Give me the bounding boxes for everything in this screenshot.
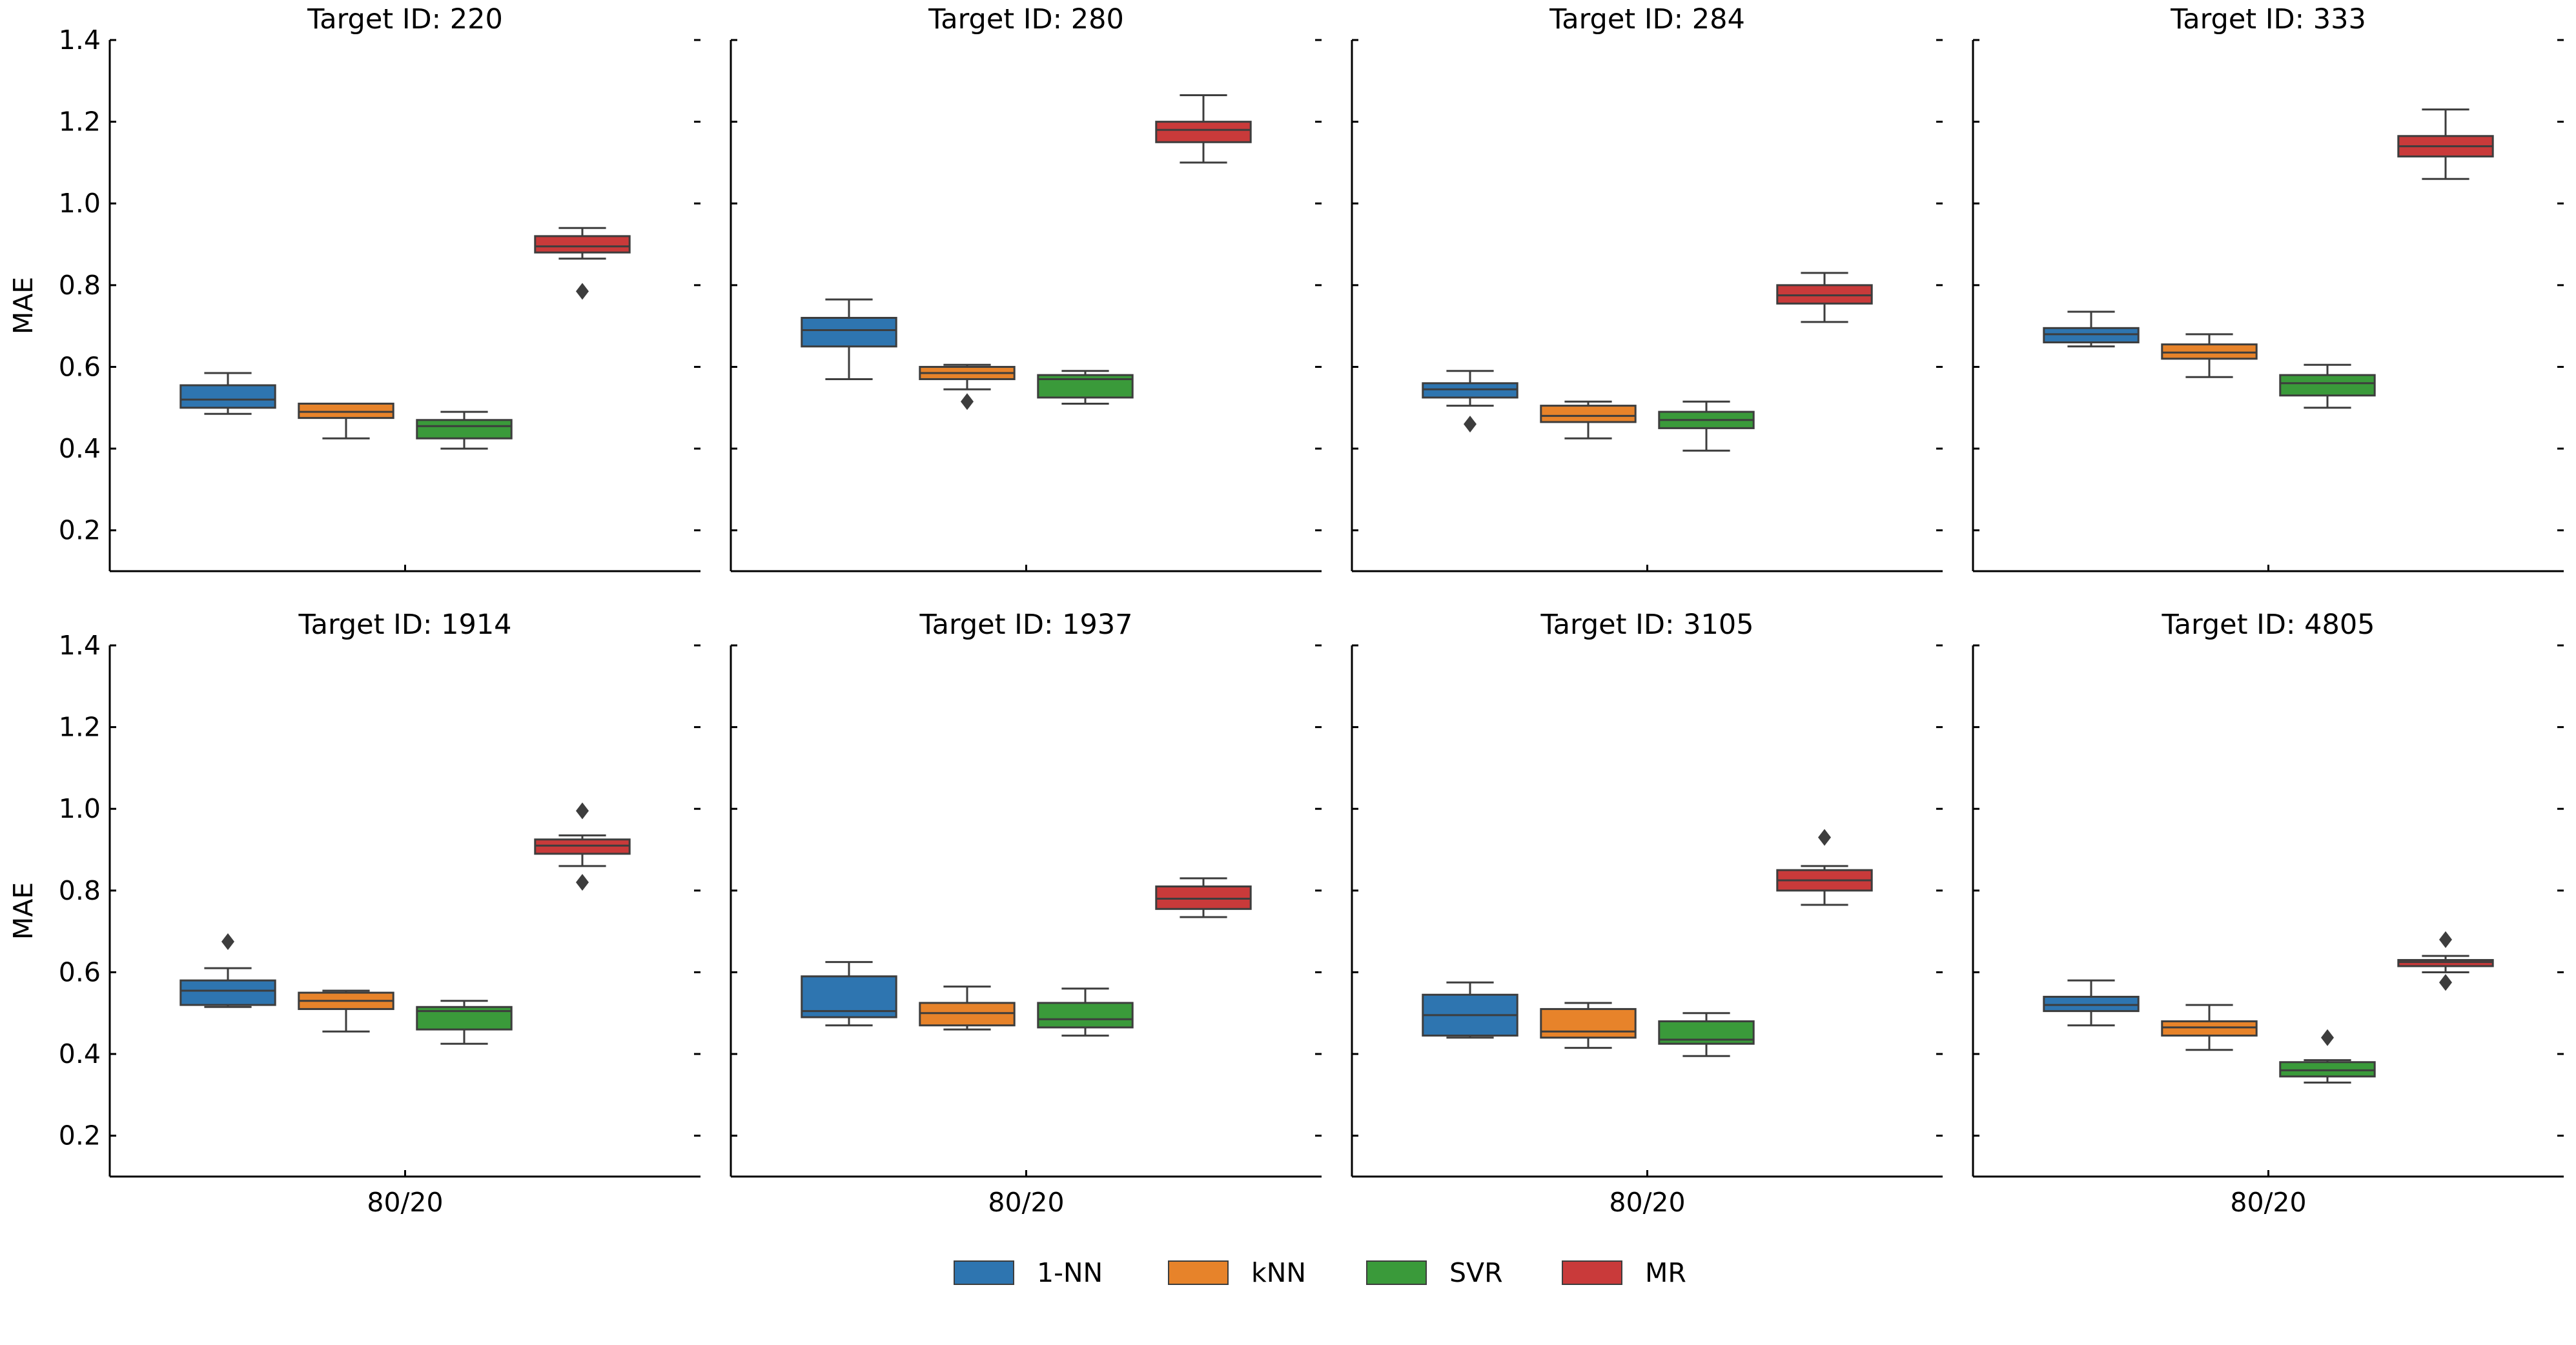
y-tick-label: 0.8 xyxy=(59,270,101,301)
y-tick-label: 1.4 xyxy=(59,630,101,661)
box-mr xyxy=(534,235,631,254)
y-tick-label: 0.6 xyxy=(59,351,101,382)
outlier-point xyxy=(961,393,974,410)
y-tick-label: 0.2 xyxy=(59,515,101,546)
x-tick-label: 80/20 xyxy=(988,1187,1064,1218)
legend-label: MR xyxy=(1645,1257,1686,1288)
box-1-nn xyxy=(1422,382,1518,399)
outlier-point xyxy=(576,874,589,891)
legend-swatch-mr xyxy=(1562,1260,1622,1285)
x-tick-label: 80/20 xyxy=(1609,1187,1685,1218)
box-knn xyxy=(1540,1007,1637,1039)
box-mr xyxy=(1155,121,1252,143)
box-1-nn xyxy=(2043,995,2140,1013)
panel-title: Target ID: 1914 xyxy=(298,609,511,641)
box-svr xyxy=(2279,1061,2376,1078)
panel-title: Target ID: 1937 xyxy=(919,609,1132,641)
legend-label: kNN xyxy=(1251,1257,1306,1288)
legend-swatch-svr xyxy=(1366,1260,1427,1285)
panel-title: Target ID: 280 xyxy=(928,3,1124,35)
outlier-point xyxy=(576,802,589,820)
outlier-point xyxy=(2439,974,2452,991)
panel-title: Target ID: 220 xyxy=(307,3,503,35)
box-knn xyxy=(2161,343,2258,360)
y-tick-label: 0.6 xyxy=(59,956,101,987)
box-svr xyxy=(2279,374,2376,397)
x-tick-label: 80/20 xyxy=(367,1187,443,1218)
outlier-point xyxy=(221,933,234,950)
box-svr xyxy=(416,419,513,440)
legend-swatch-1-nn xyxy=(954,1260,1014,1285)
y-tick-label: 1.2 xyxy=(59,712,101,743)
box-mr xyxy=(1776,284,1873,305)
y-tick-label: 1.4 xyxy=(59,25,101,56)
legend-label: 1-NN xyxy=(1037,1257,1103,1288)
outlier-point xyxy=(2439,931,2452,948)
y-tick-label: 0.4 xyxy=(59,1038,101,1069)
outlier-point xyxy=(576,283,589,300)
y-tick-label: 1.2 xyxy=(59,106,101,137)
box-knn xyxy=(919,1002,1016,1027)
box-mr xyxy=(1155,885,1252,910)
x-tick-label: 80/20 xyxy=(2230,1187,2306,1218)
panel-title: Target ID: 284 xyxy=(1549,3,1745,35)
y-tick-label: 1.0 xyxy=(59,188,101,219)
box-1-nn xyxy=(179,979,276,1006)
outlier-point xyxy=(1464,416,1477,433)
panel-title: Target ID: 3105 xyxy=(1540,609,1753,641)
legend-label: SVR xyxy=(1449,1257,1503,1288)
outlier-point xyxy=(1818,829,1831,846)
y-axis-label: MAE xyxy=(8,277,39,334)
box-mr xyxy=(2397,958,2494,967)
box-mr xyxy=(534,838,631,855)
y-axis-label: MAE xyxy=(8,882,39,940)
outlier-point xyxy=(2321,1029,2334,1046)
box-1-nn xyxy=(179,384,276,409)
y-tick-label: 0.4 xyxy=(59,433,101,464)
box-1-nn xyxy=(2043,327,2140,343)
box-svr xyxy=(1037,1002,1134,1029)
y-tick-label: 0.2 xyxy=(59,1120,101,1151)
panel-title: Target ID: 333 xyxy=(2170,3,2366,35)
box-knn xyxy=(2161,1020,2258,1037)
box-knn xyxy=(1540,405,1637,423)
legend-swatch-knn xyxy=(1168,1260,1229,1285)
y-tick-label: 1.0 xyxy=(59,793,101,824)
y-tick-label: 0.8 xyxy=(59,875,101,906)
box-knn xyxy=(298,402,394,420)
box-1-nn xyxy=(801,316,897,348)
panel-title: Target ID: 4805 xyxy=(2161,609,2375,641)
